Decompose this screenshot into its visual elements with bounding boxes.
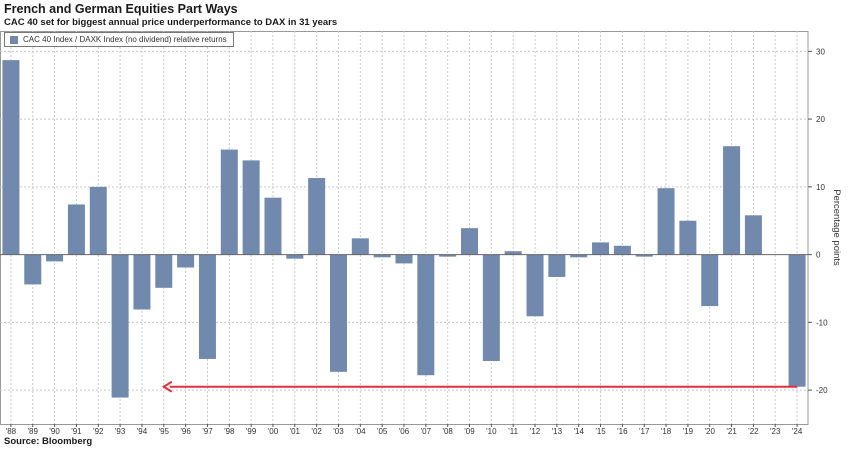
y-tick-label: 20 [816, 115, 825, 124]
x-tick-label: '19 [683, 427, 694, 436]
x-tick-label: '24 [792, 427, 803, 436]
x-tick-label: '91 [71, 427, 82, 436]
bar [198, 254, 216, 359]
bar [613, 245, 631, 255]
bar [439, 254, 457, 257]
bar [24, 254, 42, 285]
bar [417, 254, 435, 376]
legend: CAC 40 Index / DAXK Index (no dividend) … [4, 32, 234, 47]
bar [504, 251, 522, 255]
bar [482, 254, 500, 361]
bar [395, 254, 413, 264]
bar [592, 242, 610, 255]
bar [242, 160, 260, 255]
legend-label: CAC 40 Index / DAXK Index (no dividend) … [23, 35, 227, 44]
bar [657, 188, 675, 255]
x-tick-label: '07 [421, 427, 432, 436]
bar [548, 254, 566, 277]
x-tick-label: '17 [639, 427, 650, 436]
bar [744, 215, 762, 255]
bar [526, 254, 544, 317]
bar [89, 186, 107, 255]
chart-title: French and German Equities Part Ways [4, 2, 238, 16]
axes: -20 -10 0 10 20 30 '88 '89 '90 '91 '92 '93 '94 '95 '96… [0, 47, 842, 436]
x-tick-label: '03 [333, 427, 344, 436]
x-tick-label: '92 [93, 427, 104, 436]
x-tick-label: '16 [617, 427, 628, 436]
y-tick-label: 10 [816, 183, 825, 192]
y-tick-label: 30 [816, 47, 825, 56]
x-tick-label: '99 [246, 427, 257, 436]
x-tick-label: '06 [399, 427, 410, 436]
x-tick-label: '93 [115, 427, 126, 436]
x-tick-label: '12 [530, 427, 541, 436]
x-tick-label: '22 [748, 427, 759, 436]
y-tick-label: -10 [816, 318, 828, 327]
x-tick-label: '89 [28, 427, 39, 436]
bar [723, 146, 741, 255]
x-tick-label: '08 [442, 427, 453, 436]
bar [220, 149, 238, 255]
bar [46, 254, 64, 262]
annotation-arrow-head [161, 380, 173, 393]
bar [788, 254, 806, 387]
x-tick-label: '01 [290, 427, 301, 436]
bar [679, 220, 697, 255]
x-tick-label: '94 [137, 427, 148, 436]
bar [351, 238, 369, 255]
x-tick-label: '96 [180, 427, 191, 436]
source-note: Source: Bloomberg [4, 436, 93, 447]
x-tick-label: '23 [770, 427, 781, 436]
x-tick-label: '20 [705, 427, 716, 436]
bar [155, 254, 173, 288]
annotations [161, 380, 798, 393]
x-tick-label: '95 [159, 427, 170, 436]
bar [570, 254, 588, 258]
x-tick-label: '09 [464, 427, 475, 436]
x-tick-label: '11 [508, 427, 518, 436]
bar [373, 254, 391, 258]
x-tick-label: '02 [311, 427, 322, 436]
bar [329, 254, 347, 372]
bar [461, 228, 479, 255]
bar [111, 254, 129, 398]
y-tick-label: 0 [816, 251, 821, 260]
x-tick-label: '88 [6, 427, 17, 436]
x-tick-label: '04 [355, 427, 366, 436]
x-tick-label: '05 [377, 427, 388, 436]
bar [177, 254, 195, 268]
x-tick-label: '18 [661, 427, 672, 436]
x-tick-label: '97 [202, 427, 213, 436]
bar [67, 204, 85, 255]
x-tick-label: '98 [224, 427, 235, 436]
x-tick-label: '00 [268, 427, 279, 436]
bar [133, 254, 151, 310]
bar [635, 254, 653, 257]
x-tick-label: '15 [595, 427, 606, 436]
x-tick-label: '13 [552, 427, 563, 436]
bar [264, 197, 282, 255]
chart-subtitle: CAC 40 set for biggest annual price unde… [4, 17, 338, 28]
bar [308, 178, 326, 255]
bar [2, 60, 20, 255]
bars [2, 60, 806, 398]
bar [286, 254, 304, 259]
x-tick-label: '90 [49, 427, 60, 436]
legend-swatch [10, 35, 18, 44]
bar [701, 254, 719, 307]
y-axis-title: Percentage points [831, 189, 842, 266]
x-tick-label: '10 [486, 427, 497, 436]
y-tick-label: -20 [816, 386, 828, 395]
x-tick-label: '21 [726, 427, 737, 436]
x-tick-label: '14 [573, 427, 584, 436]
